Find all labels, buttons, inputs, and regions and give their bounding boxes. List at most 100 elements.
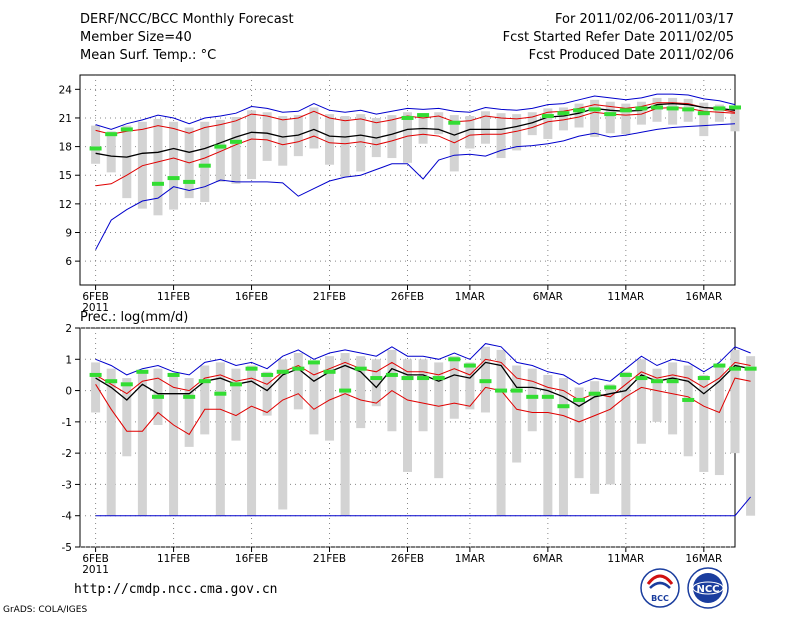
prec-obs-marker (526, 394, 539, 399)
prec-xtick-label: 21FEB (313, 553, 346, 565)
temp-obs-marker (214, 144, 227, 149)
temp-xtick-label: 6MAR (533, 291, 563, 303)
temp-ytick-label: 15 (59, 170, 72, 182)
prec-obs-marker (151, 394, 164, 399)
grads-credit: GrADS: COLA/IGES (3, 605, 88, 615)
prec-p-lo-line (95, 377, 751, 436)
prec-spread-bar (325, 356, 335, 441)
prec-ytick-label: 1 (65, 354, 72, 366)
temp-spread-bar (91, 125, 101, 164)
temp-spread-bar (122, 125, 132, 199)
temp-ytick-label: 21 (59, 113, 72, 125)
temp-spread-bar (543, 108, 553, 139)
temp-spread-bar (231, 117, 241, 184)
temp-obs-marker (151, 181, 164, 186)
prec-obs-marker (432, 376, 445, 381)
temp-obs-marker (619, 108, 632, 113)
temp-spread-bar (434, 112, 444, 135)
prec-ytick-label: 2 (65, 323, 72, 335)
prec-spread-bar (621, 371, 631, 516)
prec-obs-marker (261, 372, 274, 377)
prec-spread-bar (278, 359, 288, 510)
temp-spread-bar (605, 101, 615, 134)
temp-spread-bar (387, 115, 397, 159)
temp-spread-bar (558, 107, 568, 131)
prec-obs-marker (307, 360, 320, 365)
temp-obs-marker (557, 111, 570, 116)
temp-ytick-label: 12 (59, 199, 72, 211)
prec-obs-marker (588, 391, 601, 396)
temp-spread-bar (169, 121, 179, 210)
temp-obs-marker (401, 115, 414, 120)
prec-obs-marker (120, 382, 133, 387)
temp-spread-bar (668, 97, 678, 125)
temp-xtick-label: 11FEB (157, 291, 190, 303)
temp-spread-bar (652, 97, 662, 122)
prec-obs-marker (276, 369, 289, 374)
precip-label: Prec.: log(mm/d) (80, 310, 189, 325)
prec-spread-bar (558, 378, 568, 516)
prec-ytick-label: -3 (62, 479, 72, 491)
temp-xtick-label: 21FEB (313, 291, 346, 303)
prec-spread-bar (122, 378, 132, 457)
prec-ytick-label: -1 (62, 417, 72, 429)
prec-spread-bar (184, 378, 194, 447)
prec-spread-bar (418, 359, 428, 432)
prec-obs-marker (167, 372, 180, 377)
temp-obs-marker (448, 120, 461, 125)
prec-spread-bar (371, 359, 381, 407)
temp-obs-marker (666, 106, 679, 111)
temp-obs-marker (682, 107, 695, 112)
prec-spread-bar (668, 362, 678, 435)
temp-obs-marker (229, 139, 242, 144)
temp-obs-marker (105, 132, 118, 137)
temp-spread-bar (247, 110, 257, 180)
prec-p-hi-line (95, 358, 751, 401)
temp-xtick-label: 11MAR (607, 291, 644, 303)
footer-url[interactable]: http://cmdp.ncc.cma.gov.cn (74, 582, 278, 597)
prec-spread-bar (340, 353, 350, 516)
temp-obs-marker (198, 163, 211, 168)
temp-ytick-label: 9 (65, 228, 72, 240)
temp-obs-marker (573, 108, 586, 113)
temp-obs-marker (89, 146, 102, 151)
prec-obs-marker (697, 376, 710, 381)
temp-spread-bar (480, 111, 490, 144)
temp-obs-marker (651, 105, 664, 110)
prec-ytick-label: 0 (65, 386, 72, 398)
temp-xtick-label: 1MAR (455, 291, 485, 303)
prec-ytick-label: -4 (62, 511, 73, 523)
temp-obs-marker (120, 127, 133, 132)
prec-spread-bar (356, 356, 366, 429)
prec-xtick-label: 11FEB (157, 553, 190, 565)
prec-obs-marker (604, 385, 617, 390)
prec-spread-bar (636, 359, 646, 444)
prec-obs-marker (573, 397, 586, 402)
prec-spread-bar (465, 362, 475, 410)
prec-spread-bar (496, 349, 506, 516)
temp-xtick-label: 16FEB (235, 291, 268, 303)
prec-obs-marker (136, 369, 149, 374)
temp-spread-bar (465, 116, 475, 149)
prec-obs-marker (183, 394, 196, 399)
temp-ytick-label: 18 (59, 142, 72, 154)
temp-spread-bar (730, 108, 740, 132)
temp-spread-bar (699, 102, 709, 137)
prec-xtick-label: 26FEB (391, 553, 424, 565)
temp-xtick-label: 2011 (82, 302, 109, 314)
prec-ytick-label: -2 (62, 448, 72, 460)
temp-spread-bar (714, 104, 724, 122)
prec-obs-marker (339, 388, 352, 393)
prec-spread-bar (652, 368, 662, 422)
prec-obs-marker (495, 388, 508, 393)
temp-obs-marker (588, 107, 601, 112)
temp-spread-bar (106, 131, 116, 173)
prec-obs-marker (323, 369, 336, 374)
produced-date: Fcst Produced Date 2011/02/06 (528, 48, 734, 63)
chart-title: DERF/NCC/BCC Monthly Forecast (80, 12, 294, 27)
prec-obs-marker (214, 391, 227, 396)
prec-spread-bar (574, 387, 584, 479)
prec-obs-marker (89, 372, 102, 377)
temp-max-line (95, 93, 736, 130)
